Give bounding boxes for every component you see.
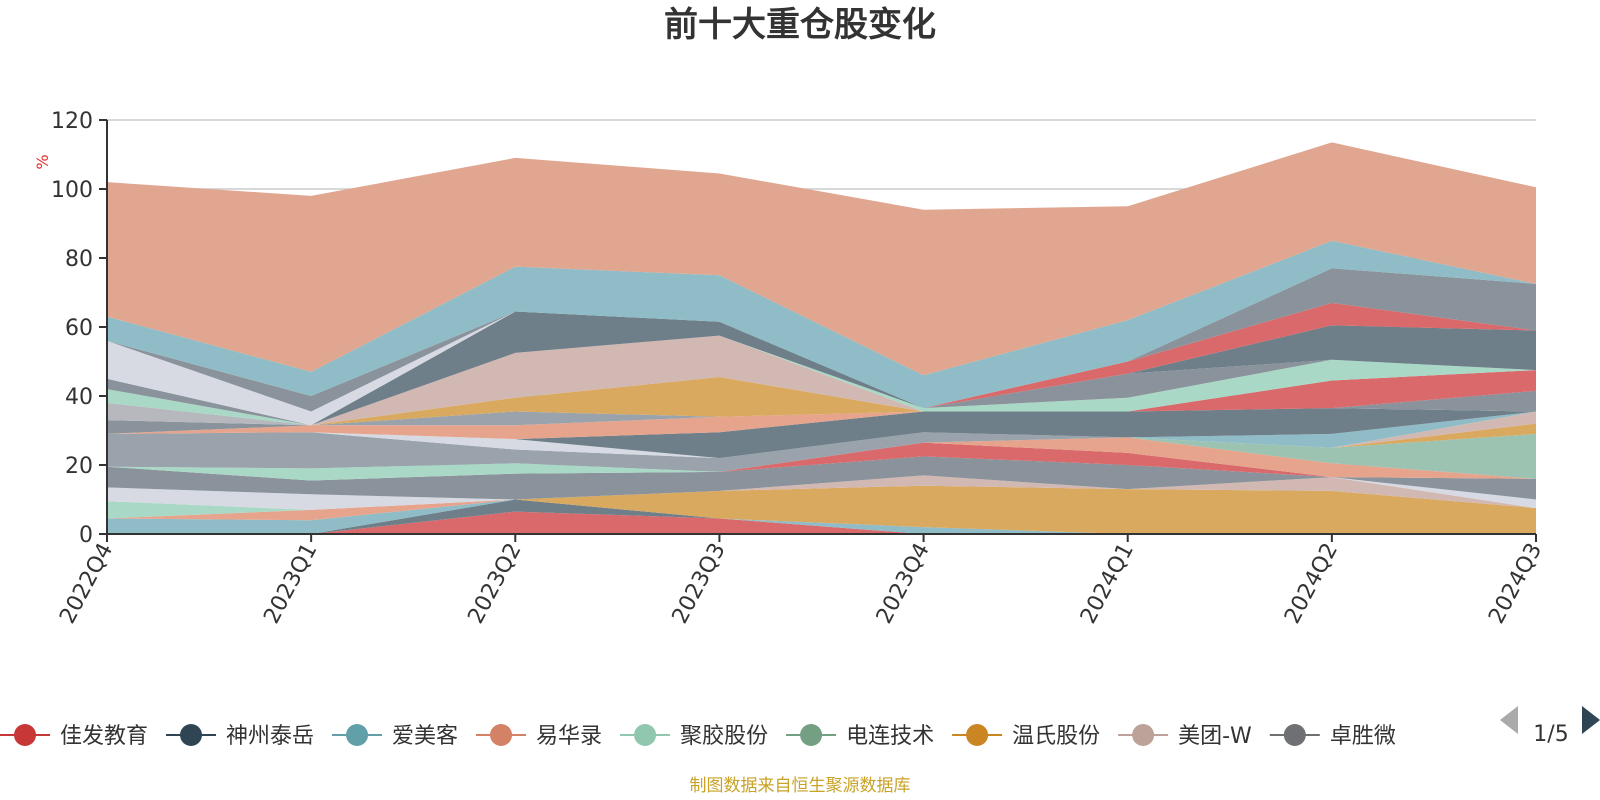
legend-marker [800, 724, 823, 746]
series-area[interactable] [107, 475, 1536, 510]
series-area[interactable] [107, 499, 1536, 535]
legend-item[interactable]: 爱美客 [332, 724, 458, 749]
y-tick-label: 80 [65, 247, 93, 272]
x-tick-label: 2023Q4 [872, 539, 935, 628]
series-area[interactable] [107, 499, 1536, 535]
y-tick-label: 60 [65, 316, 93, 341]
x-tick-label: 2023Q1 [259, 539, 322, 628]
x-tick-label: 2022Q4 [55, 539, 118, 628]
legend-marker [1283, 724, 1306, 746]
legend-label: 易华录 [536, 724, 602, 749]
x-tick-label: 2023Q3 [668, 539, 731, 628]
legend-label: 爱美客 [392, 724, 458, 749]
series-area[interactable] [107, 442, 1536, 479]
y-tick-label: 20 [65, 454, 93, 479]
legend-item[interactable]: 温氏股份 [952, 724, 1100, 749]
series-area[interactable] [107, 240, 1536, 409]
x-tick-label: 2024Q3 [1484, 539, 1547, 628]
series-area[interactable] [107, 302, 1536, 412]
legend-item[interactable]: 易华录 [476, 724, 602, 749]
legend-label: 佳发教育 [60, 724, 148, 749]
legend-item[interactable]: 卓胜微 [1269, 724, 1396, 749]
series-area[interactable] [107, 485, 1536, 534]
y-tick-label: 40 [65, 385, 93, 410]
legend-label: 电连技术 [846, 724, 934, 749]
series-area[interactable] [107, 437, 1536, 479]
legend-label: 温氏股份 [1012, 724, 1100, 749]
axes [99, 119, 1537, 542]
series-area[interactable] [107, 432, 1536, 479]
legend-pager: 1/5 [1500, 706, 1600, 747]
series-area[interactable] [107, 456, 1536, 500]
series-area[interactable] [107, 142, 1536, 376]
x-tick-label: 2024Q1 [1076, 539, 1139, 628]
legend-marker [1132, 724, 1155, 746]
legend-marker [14, 724, 36, 746]
y-tick-label: 0 [79, 523, 93, 548]
y-tick-label: 120 [51, 109, 93, 134]
x-tick-labels: 2022Q4 2023Q1 2023Q2 2023Q3 2023Q4 2024Q1 2024… [55, 539, 1547, 628]
legend-marker [180, 724, 203, 746]
legend-item[interactable]: 美团-W [1118, 724, 1252, 749]
series-area[interactable] [107, 268, 1536, 412]
x-tick-label: 2024Q2 [1280, 539, 1343, 628]
legend-label: 聚胶股份 [680, 724, 768, 749]
y-tick-label: 100 [51, 178, 93, 203]
chart-title: 前十大重仓股变化 [664, 5, 936, 45]
legend-label: 美团-W [1178, 724, 1252, 749]
series-area[interactable] [107, 456, 1536, 481]
series-area[interactable] [107, 408, 1536, 459]
legend-item[interactable]: 聚胶股份 [620, 724, 768, 749]
area-series [107, 142, 1536, 534]
prev-page-icon[interactable] [1500, 706, 1518, 734]
y-axis-unit: % [33, 154, 52, 169]
legend-label: 卓胜微 [1330, 724, 1396, 749]
legend-item[interactable]: 神州泰岳 [166, 724, 314, 749]
x-tick-label: 2023Q2 [464, 539, 527, 628]
source-note: 制图数据来自恒生聚源数据库 [690, 776, 911, 796]
legend-marker [634, 724, 657, 746]
legend-marker [346, 724, 369, 746]
series-area[interactable] [107, 370, 1536, 426]
series-area[interactable] [107, 511, 1536, 534]
legend-item[interactable]: 佳发教育 [0, 724, 148, 749]
legend-item[interactable]: 电连技术 [786, 724, 934, 749]
legend-marker [966, 724, 989, 746]
series-area[interactable] [107, 432, 1536, 479]
series-area[interactable] [107, 408, 1536, 440]
series-area[interactable] [107, 311, 1536, 426]
y-tick-labels: 0 20 40 60 80 100 120 [51, 109, 93, 548]
legend-label: 神州泰岳 [226, 724, 314, 749]
next-page-icon[interactable] [1582, 706, 1600, 734]
series-area[interactable] [107, 335, 1536, 426]
series-area[interactable] [107, 335, 1536, 426]
legend: 佳发教育 神州泰岳 爱美客 易华录 聚胶股份 电连技术 温氏股份 美团-W 卓胜微 [0, 724, 1396, 749]
legend-marker [490, 724, 513, 746]
series-area[interactable] [107, 370, 1536, 426]
legend-page-indicator: 1/5 [1533, 722, 1568, 747]
